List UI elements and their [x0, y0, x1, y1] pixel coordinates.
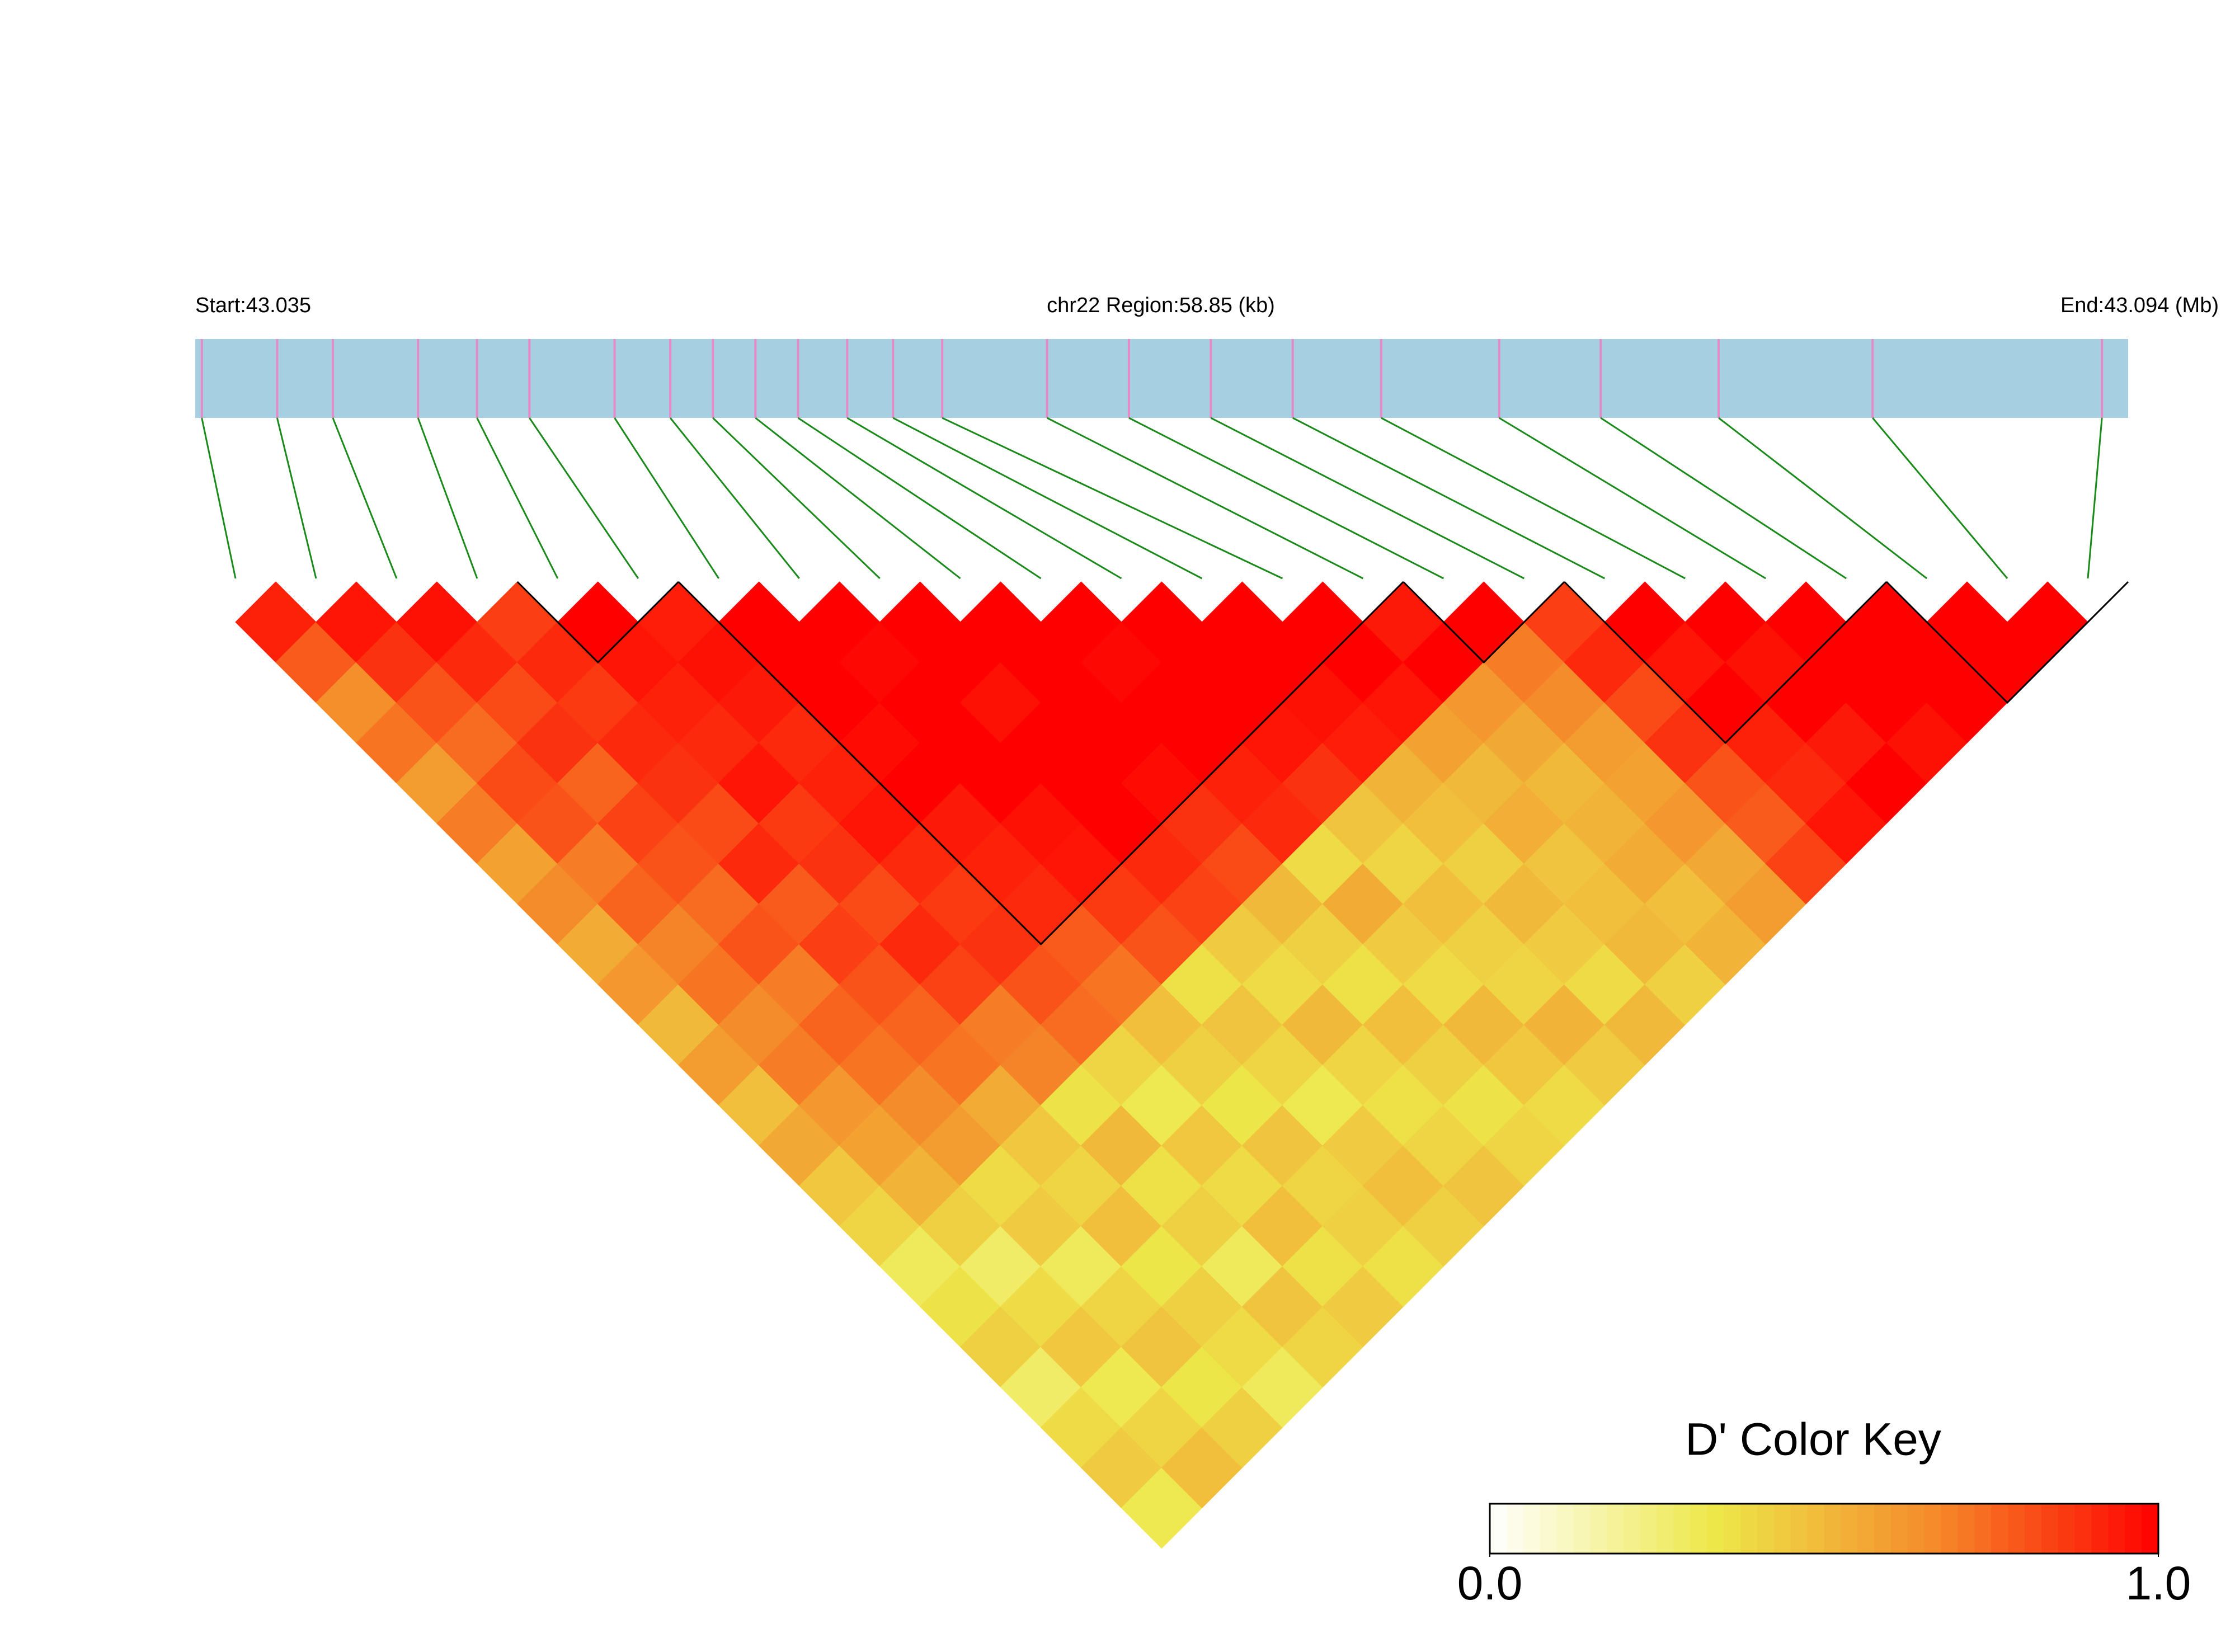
ld-block-outline	[1403, 581, 1565, 664]
color-key-step	[1724, 1504, 1741, 1554]
start-label: Start:43.035	[195, 294, 311, 317]
color-key-step	[1773, 1504, 1791, 1554]
color-key-step	[1640, 1504, 1658, 1554]
color-key-step	[1807, 1504, 1824, 1554]
snp-link	[417, 417, 478, 579]
ld-block-outline	[677, 581, 1404, 945]
snp-link	[1718, 417, 1928, 580]
color-key-step	[1907, 1504, 1925, 1554]
color-key-step	[1573, 1504, 1591, 1554]
color-key-step	[1974, 1504, 1992, 1554]
color-key-step	[1958, 1504, 1975, 1554]
snp-link	[2087, 417, 2103, 579]
snp-link	[1128, 417, 1444, 580]
color-key-step	[1523, 1504, 1541, 1554]
snp-link	[892, 417, 1203, 580]
color-key-step	[1841, 1504, 1858, 1554]
color-key-step	[1757, 1504, 1775, 1554]
snp-link	[1381, 417, 1686, 580]
chart-title: chr22 Region:58.85 (kb)	[1047, 294, 1275, 317]
ld-block-outline	[1564, 581, 1888, 745]
snp-link	[1292, 417, 1605, 580]
snp-link	[1498, 417, 1766, 580]
color-key-step	[1506, 1504, 1524, 1554]
color-key-step	[1740, 1504, 1758, 1554]
color-key-step	[2074, 1504, 2092, 1554]
region-bar	[195, 339, 2128, 418]
end-label: End:43.094 (Mb)	[2060, 294, 2219, 317]
snp-link	[942, 417, 1283, 580]
ld-block-outline	[1886, 581, 2129, 704]
snp-link	[476, 417, 559, 579]
snp-link	[201, 417, 237, 579]
snp-link	[1210, 417, 1524, 580]
color-key-tick-label: 0.0	[1457, 1557, 1523, 1609]
color-key-step	[1874, 1504, 1891, 1554]
snp-link	[712, 417, 881, 580]
color-key-step	[2025, 1504, 2042, 1554]
snp-link	[1600, 417, 1847, 580]
snp-link	[276, 417, 317, 579]
snp-link	[846, 417, 1122, 580]
color-key-step	[2041, 1504, 2059, 1554]
color-key-step	[2058, 1504, 2076, 1554]
color-key-step	[1607, 1504, 1624, 1554]
color-key-step	[1590, 1504, 1607, 1554]
color-key-step	[1673, 1504, 1691, 1554]
color-key-step	[1924, 1504, 1942, 1554]
snp-link	[1046, 417, 1364, 580]
color-key-step	[1707, 1504, 1724, 1554]
legend-title: D' Color Key	[1685, 1414, 1941, 1465]
color-key-step	[1556, 1504, 1574, 1554]
color-key-step	[1941, 1504, 1958, 1554]
color-key-step	[1657, 1504, 1674, 1554]
color-key-step	[1824, 1504, 1841, 1554]
color-key-step	[1790, 1504, 1808, 1554]
color-key-tick-label: 1.0	[2126, 1557, 2191, 1609]
snp-link	[614, 417, 719, 579]
ld-block-outline	[516, 581, 679, 664]
color-key-step	[1540, 1504, 1557, 1554]
color-key-step	[1690, 1504, 1707, 1554]
color-key-step	[1490, 1504, 1507, 1554]
color-key-step	[1891, 1504, 1908, 1554]
color-key-step	[2125, 1504, 2142, 1554]
color-key-step	[2108, 1504, 2125, 1554]
snp-link	[529, 417, 639, 579]
snp-link	[797, 417, 1042, 580]
snp-link	[669, 417, 800, 579]
snp-link	[332, 417, 398, 579]
color-key-step	[1857, 1504, 1875, 1554]
color-key-step	[1991, 1504, 2008, 1554]
color-key-step	[2142, 1504, 2159, 1554]
color-key-frame	[1489, 1503, 2159, 1555]
color-key-step	[1624, 1504, 1641, 1554]
snp-link	[755, 417, 961, 580]
snp-link	[1872, 417, 2008, 579]
color-key-step	[2008, 1504, 2025, 1554]
color-key-step	[2091, 1504, 2109, 1554]
